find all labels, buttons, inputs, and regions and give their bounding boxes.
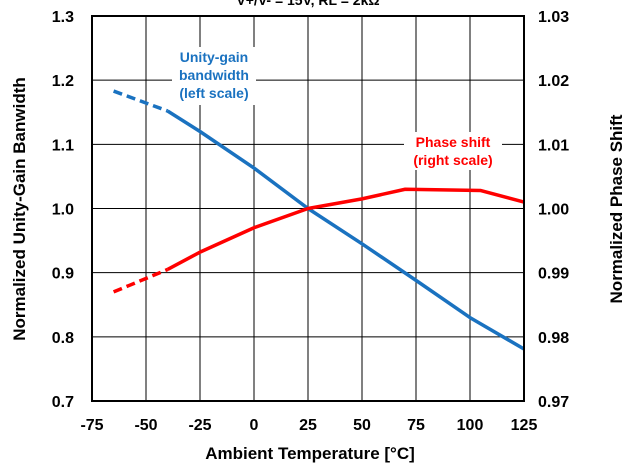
chart-title: V+/V- = 15V, RL = 2kΩ	[236, 0, 379, 8]
x-axis-title: Ambient Temperature [°C]	[205, 444, 415, 463]
annotation-phase-line-1: Phase shift	[416, 134, 491, 150]
annotation-phase: Phase shift (right scale)	[404, 132, 502, 170]
x-tick-label: -50	[134, 417, 157, 434]
annotation-bandwidth-line-2: bandwidth	[179, 67, 249, 83]
y-axis-right-title: Normalized Phase Shift	[607, 114, 626, 303]
x-tick-label: 25	[299, 417, 317, 434]
annotation-bandwidth-line-3: (left scale)	[179, 85, 248, 101]
y-left-tick-label: 1.0	[52, 202, 74, 219]
y-right-tick-label: 1.01	[538, 137, 569, 154]
x-tick-label: 0	[250, 417, 259, 434]
y-left-tick-label: 0.7	[52, 394, 74, 411]
y-left-tick-label: 1.3	[52, 9, 74, 26]
y-left-tick-label: 1.1	[52, 137, 74, 154]
tick-labels: -75 -50 -25 0 25 50 75 100 125 0.7 0.8 0.9 1.0 1.1 1.2…	[52, 9, 569, 434]
plot-frame	[91, 15, 525, 402]
y-axis-left-title: Normalized Unity-Gain Banwidth	[10, 77, 29, 341]
y-right-tick-label: 0.99	[538, 266, 569, 283]
phase-series-line-extrapolated	[112, 267, 169, 294]
annotation-bandwidth: Unity-gain bandwidth (left scale)	[172, 47, 256, 105]
x-tick-label: -75	[80, 417, 103, 434]
series-lines	[112, 89, 525, 351]
y-right-tick-label: 1.00	[538, 202, 569, 219]
x-tick-label: 100	[457, 417, 484, 434]
y-left-tick-label: 1.2	[52, 73, 74, 90]
x-tick-label: -25	[188, 417, 211, 434]
x-tick-label: 75	[407, 417, 425, 434]
y-right-tick-label: 0.97	[538, 394, 569, 411]
y-right-tick-label: 1.03	[538, 9, 569, 26]
y-right-tick-label: 0.98	[538, 330, 569, 347]
bandwidth-series-line-extrapolated	[112, 89, 169, 113]
x-tick-label: 125	[511, 417, 538, 434]
bandwidth-series-line	[166, 109, 525, 351]
annotation-bandwidth-line-1: Unity-gain	[180, 49, 248, 65]
y-left-tick-label: 0.8	[52, 330, 74, 347]
phase-series-line	[166, 187, 525, 272]
x-tick-label: 50	[353, 417, 371, 434]
y-right-tick-label: 1.02	[538, 73, 569, 90]
y-left-tick-label: 0.9	[52, 266, 74, 283]
annotation-phase-line-2: (right scale)	[413, 152, 492, 168]
